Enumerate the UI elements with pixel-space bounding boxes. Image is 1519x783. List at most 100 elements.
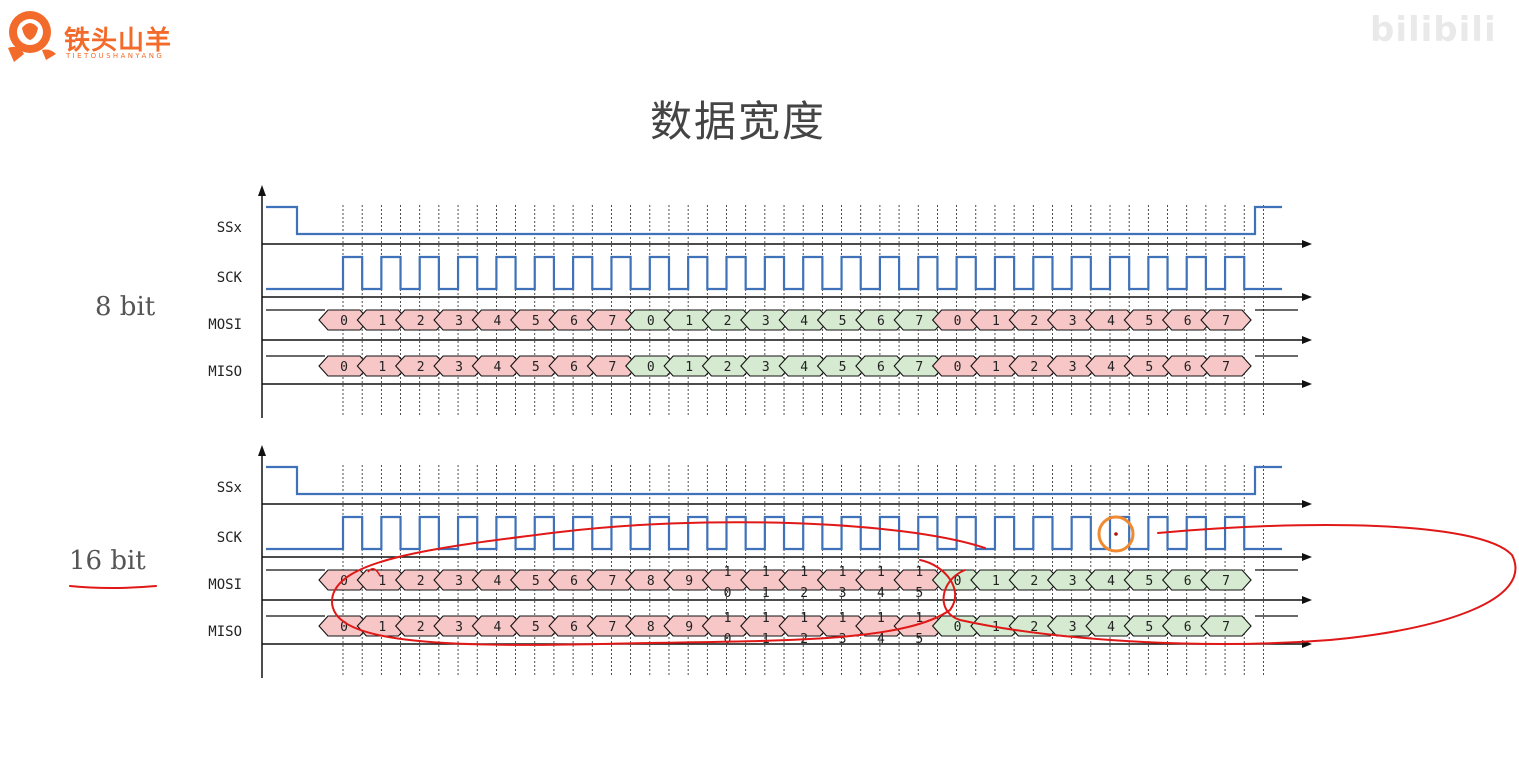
mosi-bit-label: 0 xyxy=(954,574,962,589)
miso-bit-label: 6 xyxy=(1184,620,1192,635)
mosi-bit-label: 1 xyxy=(839,565,847,580)
mosi-bit-label: 2 xyxy=(1030,574,1038,589)
y-axis-arrow xyxy=(258,445,266,456)
miso-bit-label: 3 xyxy=(1069,620,1077,635)
mosi-bit-label: 1 xyxy=(877,565,885,580)
baseline-arrow xyxy=(1302,240,1312,248)
mosi-bit-label: 2 xyxy=(1030,314,1038,329)
mosi-bit-label: 4 xyxy=(877,586,885,601)
mosi-bit-label: 4 xyxy=(493,314,501,329)
miso-bit-label: 3 xyxy=(455,620,463,635)
miso-bit-label: 7 xyxy=(1222,620,1230,635)
miso-bit-label: 4 xyxy=(877,632,885,647)
mosi-bit-label: 4 xyxy=(800,314,808,329)
miso-bit-label: 3 xyxy=(762,360,770,375)
mosi-bit-label: 6 xyxy=(1184,574,1192,589)
mosi-bit-label: 4 xyxy=(1107,314,1115,329)
miso-bit-label: 2 xyxy=(1030,620,1038,635)
mosi-bit-label: 3 xyxy=(839,586,847,601)
mosi-bit-label: 3 xyxy=(455,314,463,329)
mosi-bit-label: 7 xyxy=(1222,314,1230,329)
miso-bit-label: 2 xyxy=(417,620,425,635)
mosi-bit-label: 1 xyxy=(685,314,693,329)
signal-label-miso: MISO xyxy=(208,364,242,380)
mosi-bit-label: 5 xyxy=(1145,574,1153,589)
miso-bit-label: 1 xyxy=(877,611,885,626)
miso-bit-label: 7 xyxy=(915,360,923,375)
miso-bit-label: 5 xyxy=(915,632,923,647)
miso-bit-label: 1 xyxy=(724,611,732,626)
signal-label-ssx: SSx xyxy=(217,480,242,496)
miso-bit-label: 7 xyxy=(609,360,617,375)
miso-bit-label: 1 xyxy=(915,611,923,626)
miso-bit-label: 5 xyxy=(1145,620,1153,635)
miso-bit-label: 4 xyxy=(1107,620,1115,635)
miso-bit-label: 4 xyxy=(1107,360,1115,375)
miso-bit-label: 6 xyxy=(570,360,578,375)
miso-bit-label: 2 xyxy=(417,360,425,375)
signal-label-sck: SCK xyxy=(217,530,243,546)
mosi-bit-label: 6 xyxy=(1184,314,1192,329)
signal-label-sck: SCK xyxy=(217,270,243,286)
loop-annotation-16bit-frame xyxy=(330,521,986,646)
signal-label-miso: MISO xyxy=(208,624,242,640)
miso-bit-label: 1 xyxy=(378,360,386,375)
ssx-waveform xyxy=(266,205,1282,236)
mosi-bit-label: 3 xyxy=(455,574,463,589)
signal-label-mosi: MOSI xyxy=(208,317,242,333)
cursor-highlight-icon xyxy=(1097,515,1135,553)
miso-bit-label: 5 xyxy=(532,620,540,635)
mosi-bit-label: 0 xyxy=(340,574,348,589)
logo-subtitle: TIETOUSHANYANG xyxy=(66,52,165,60)
mosi-bit-label: 7 xyxy=(915,314,923,329)
mosi-bit-label: 5 xyxy=(839,314,847,329)
mosi-bit-label: 5 xyxy=(532,314,540,329)
mosi-bit-label: 5 xyxy=(915,586,923,601)
mosi-bit-label: 8 xyxy=(647,574,655,589)
mosi-bit-label: 2 xyxy=(417,574,425,589)
mosi-bit-label: 3 xyxy=(1069,314,1077,329)
miso-bit-label: 6 xyxy=(877,360,885,375)
mosi-bit-label: 4 xyxy=(493,574,501,589)
miso-bit-label: 0 xyxy=(954,620,962,635)
mosi-bit-label: 7 xyxy=(609,314,617,329)
mosi-bit-label: 1 xyxy=(992,314,1000,329)
goat-logo-icon xyxy=(8,11,56,62)
miso-bit-label: 6 xyxy=(570,620,578,635)
miso-bit-cell xyxy=(1200,615,1252,637)
tick-annotation xyxy=(367,568,381,577)
mosi-bit-label: 1 xyxy=(762,586,770,601)
baseline-arrow xyxy=(1302,380,1312,388)
ssx-waveform xyxy=(266,465,1282,496)
mosi-bit-label: 1 xyxy=(724,565,732,580)
signal-label-mosi: MOSI xyxy=(208,577,242,593)
mosi-bit-cell xyxy=(1200,309,1252,331)
baseline-arrow xyxy=(1302,596,1312,604)
miso-bit-label: 3 xyxy=(455,360,463,375)
miso-bit-label: 5 xyxy=(532,360,540,375)
mosi-bit-label: 6 xyxy=(570,574,578,589)
miso-bit-label: 3 xyxy=(1069,360,1077,375)
mosi-bit-label: 7 xyxy=(609,574,617,589)
underline-annotation xyxy=(69,585,157,589)
miso-bit-label: 2 xyxy=(724,360,732,375)
miso-bit-label: 1 xyxy=(800,611,808,626)
mosi-bit-label: 5 xyxy=(1145,314,1153,329)
miso-bit-label: 1 xyxy=(992,360,1000,375)
miso-bit-label: 2 xyxy=(1030,360,1038,375)
timing-panel-8bit: SSx SCK MOSI MISO 0 1 2 3 4 5 6 7 0 1 2 3 4 5 6 7 0 1 2 3 4 5 6 7 0 1… xyxy=(208,185,1312,418)
logo: 铁头山羊 TIETOUSHANYANG xyxy=(0,0,220,70)
miso-bit-label: 5 xyxy=(839,360,847,375)
miso-bit-label: 4 xyxy=(493,620,501,635)
mosi-bit-label: 7 xyxy=(1222,574,1230,589)
mosi-bit-label: 1 xyxy=(915,565,923,580)
miso-bit-label: 6 xyxy=(1184,360,1192,375)
mosi-bit-label: 9 xyxy=(685,574,693,589)
baseline-arrow xyxy=(1302,553,1312,561)
miso-bit-label: 1 xyxy=(762,611,770,626)
mosi-bit-label: 4 xyxy=(1107,574,1115,589)
miso-bit-label: 1 xyxy=(839,611,847,626)
y-axis-arrow xyxy=(258,185,266,196)
